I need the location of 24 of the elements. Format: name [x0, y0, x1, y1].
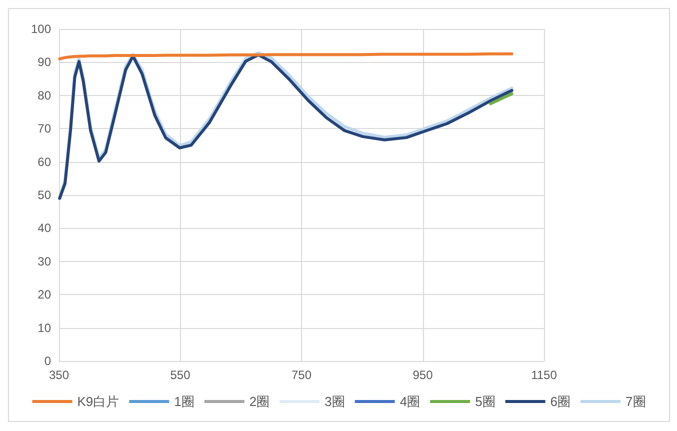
legend-label: 5圈: [475, 394, 496, 409]
y-tick-label: 100: [30, 22, 52, 36]
legend-label: 3圈: [324, 394, 345, 409]
legend-label: 1圈: [174, 394, 194, 409]
legend-label: 4圈: [400, 394, 420, 409]
y-tick-label: 0: [44, 354, 52, 368]
legend-label: 6圈: [550, 394, 571, 409]
y-tick-label: 20: [38, 288, 52, 302]
y-tick-label: 10: [38, 320, 52, 335]
x-tick-label: 1150: [531, 368, 558, 382]
legend-label: 2圈: [249, 394, 270, 409]
legend-label: K9白片: [77, 394, 120, 409]
x-tick-label: 350: [48, 368, 70, 382]
y-tick-label: 80: [38, 88, 52, 102]
y-tick-label: 40: [38, 221, 52, 236]
x-tick-label: 550: [170, 368, 191, 382]
y-tick-label: 60: [38, 154, 52, 169]
x-tick-label: 950: [412, 368, 434, 382]
legend-label: 7圈: [626, 394, 646, 409]
y-tick-label: 30: [38, 254, 52, 268]
y-tick-label: 90: [38, 55, 52, 70]
x-tick-label: 750: [291, 368, 312, 382]
y-tick-label: 70: [38, 122, 52, 136]
y-tick-label: 50: [38, 188, 52, 202]
